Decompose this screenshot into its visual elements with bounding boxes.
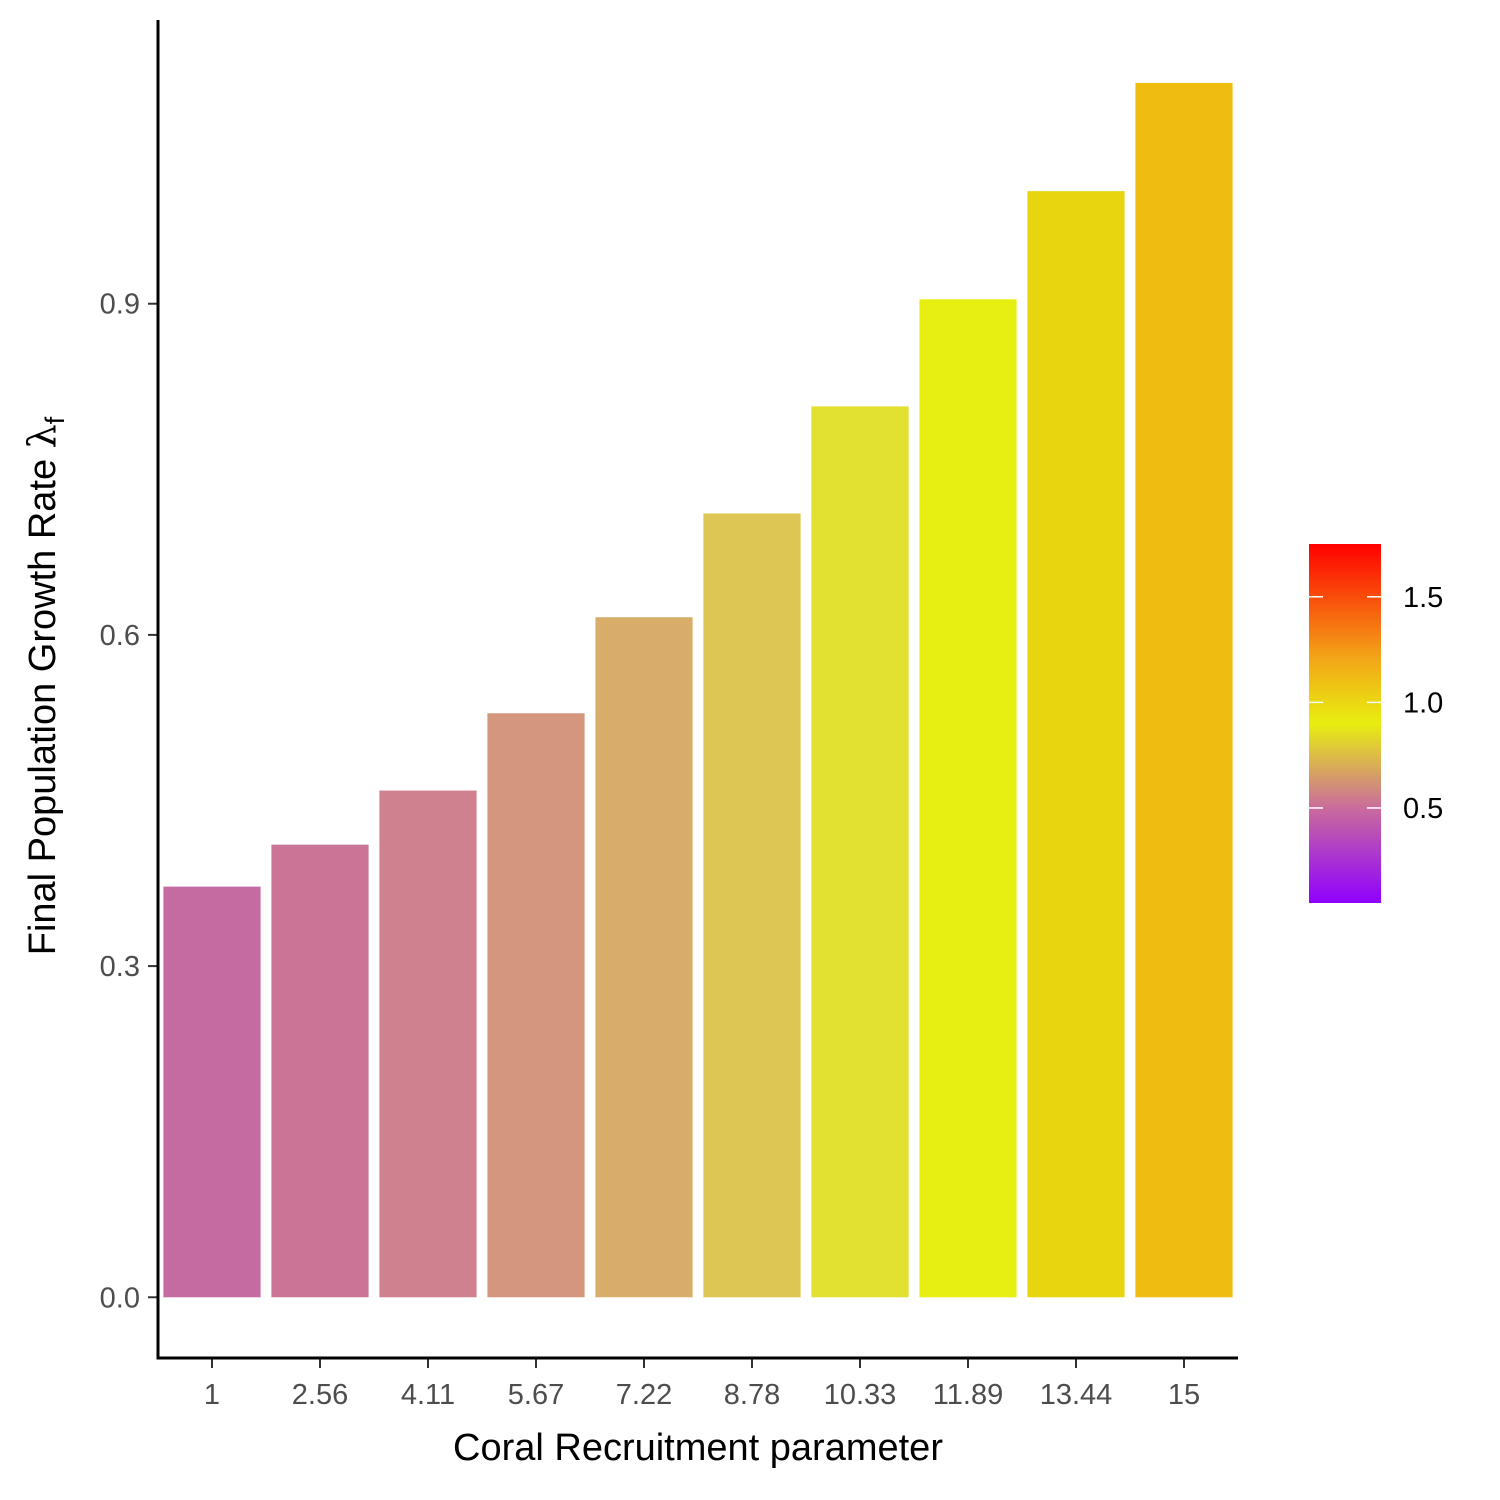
x-axis-title: Coral Recruitment parameter bbox=[453, 1427, 943, 1469]
bar-15 bbox=[1135, 82, 1233, 1298]
x-tick-label: 10.33 bbox=[824, 1379, 897, 1411]
bars-group bbox=[163, 82, 1233, 1298]
x-tick-label: 8.78 bbox=[724, 1379, 780, 1411]
x-tick-label: 2.56 bbox=[292, 1379, 348, 1411]
bar-1 bbox=[163, 886, 261, 1298]
bar-2.56 bbox=[271, 844, 369, 1298]
bar-8.78 bbox=[703, 513, 801, 1298]
y-tick-label: 0.9 bbox=[100, 289, 140, 321]
x-axis-ticks: 1 2.56 4.11 5.67 7.22 8.78 10.33 11.89 13.44 15 bbox=[204, 1358, 1200, 1411]
bar-11.89 bbox=[919, 299, 1017, 1298]
bar-7.22 bbox=[595, 617, 693, 1298]
y-axis-ticks: 0.0 0.3 0.6 0.9 bbox=[100, 289, 158, 1314]
x-tick-label: 15 bbox=[1168, 1379, 1200, 1411]
y-tick-label: 0.3 bbox=[100, 951, 140, 983]
colorbar-label: 1.5 bbox=[1403, 582, 1443, 614]
colorbar-label: 0.5 bbox=[1403, 793, 1443, 825]
y-axis-title: Final Population Growth Rate λf bbox=[20, 416, 70, 955]
bar-4.11 bbox=[379, 790, 477, 1298]
bar-5.67 bbox=[487, 713, 585, 1298]
bar-10.33 bbox=[811, 406, 909, 1298]
x-tick-label: 13.44 bbox=[1040, 1379, 1113, 1411]
colorbar-label: 1.0 bbox=[1403, 687, 1443, 719]
x-tick-label: 1 bbox=[204, 1379, 220, 1411]
y-axis-title-subscript: f bbox=[40, 416, 70, 424]
bar-13.44 bbox=[1027, 191, 1125, 1298]
colorbar-ticks: 0.5 1.0 1.5 bbox=[1309, 582, 1443, 825]
y-axis-title-symbol: λ bbox=[20, 424, 64, 448]
x-tick-label: 11.89 bbox=[933, 1379, 1003, 1411]
x-tick-label: 4.11 bbox=[401, 1379, 455, 1411]
y-axis-title-text: Final Population Growth Rate bbox=[22, 448, 64, 955]
y-tick-label: 0.0 bbox=[100, 1282, 140, 1314]
x-tick-label: 5.67 bbox=[508, 1379, 564, 1411]
y-tick-label: 0.6 bbox=[100, 620, 140, 652]
x-tick-label: 7.22 bbox=[616, 1379, 672, 1411]
color-legend: 0.5 1.0 1.5 bbox=[1309, 544, 1443, 903]
colorbar bbox=[1309, 544, 1381, 903]
